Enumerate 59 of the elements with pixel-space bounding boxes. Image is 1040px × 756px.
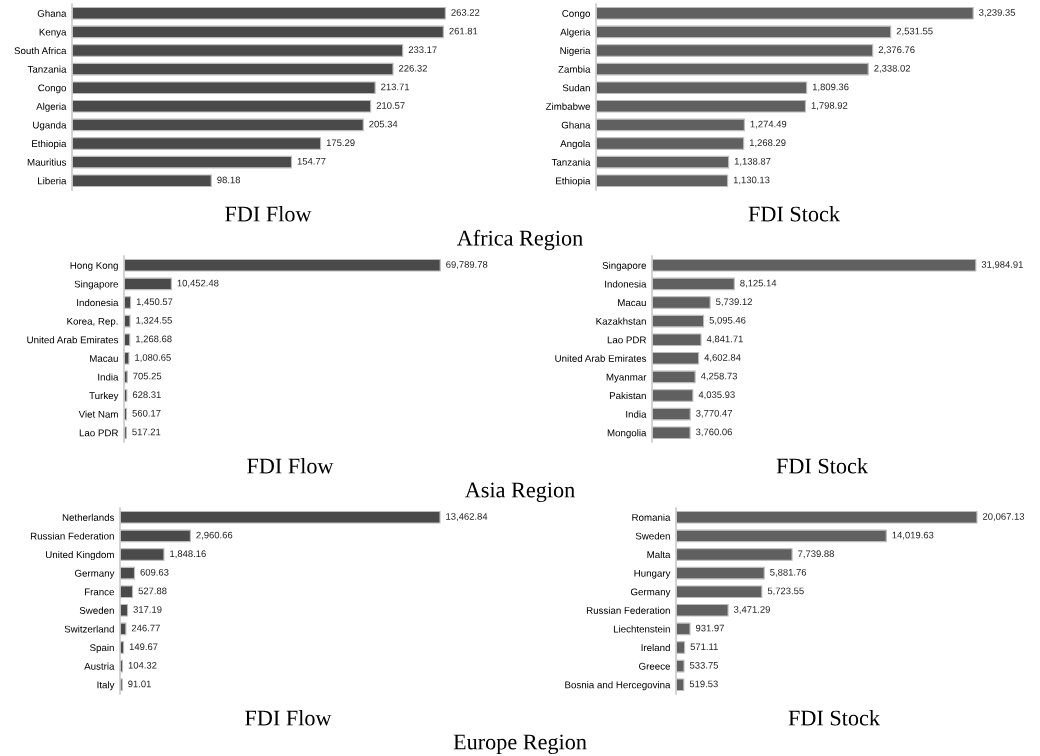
bar <box>120 566 136 580</box>
bar <box>652 258 977 272</box>
bar <box>596 6 974 20</box>
bar <box>120 548 165 561</box>
bar <box>596 44 874 57</box>
bar <box>120 622 127 636</box>
bar <box>72 155 293 169</box>
x-axis-title: FDI Stock <box>788 709 880 726</box>
bar <box>124 314 131 328</box>
bar <box>72 174 212 188</box>
bar <box>596 99 806 113</box>
bar <box>676 529 887 543</box>
bar <box>652 333 702 347</box>
text: Europe Region <box>453 734 587 755</box>
bar <box>72 44 404 57</box>
bar <box>72 62 394 76</box>
bar <box>652 314 705 328</box>
bar <box>596 155 730 169</box>
bar <box>676 659 685 673</box>
bar <box>676 622 691 636</box>
bar <box>596 81 808 95</box>
bar <box>72 137 322 150</box>
bar <box>652 277 735 291</box>
bar <box>596 118 745 132</box>
bar <box>120 529 191 543</box>
x-axis-title: FDI Flow <box>247 457 334 474</box>
bar <box>124 258 441 272</box>
bar <box>676 510 978 524</box>
bar <box>72 118 364 132</box>
bar <box>652 351 700 365</box>
bar <box>596 174 729 188</box>
bar <box>124 351 130 365</box>
bar <box>120 603 129 617</box>
bar <box>676 603 729 617</box>
bar <box>72 99 372 113</box>
bar <box>72 6 446 20</box>
text: Africa Region <box>456 229 583 251</box>
bar <box>676 585 763 599</box>
text: Asia Region <box>464 482 575 503</box>
bar <box>652 296 711 309</box>
x-axis-title: FDI Stock <box>776 457 868 474</box>
bar <box>72 81 376 95</box>
bar <box>596 25 892 39</box>
x-axis-title: FDI Flow <box>225 205 312 222</box>
bar <box>596 137 745 150</box>
bar <box>124 277 172 291</box>
bar <box>120 585 134 599</box>
bar <box>676 566 765 580</box>
x-axis-title: FDI Flow <box>245 709 332 726</box>
bar <box>676 641 686 654</box>
bar <box>652 389 694 402</box>
bar <box>72 25 444 39</box>
bar <box>652 407 691 421</box>
bar <box>652 370 696 384</box>
bar <box>120 510 441 524</box>
bar <box>652 426 691 440</box>
x-axis-title: FDI Stock <box>748 205 840 222</box>
bar <box>596 62 869 76</box>
bar <box>676 548 793 561</box>
